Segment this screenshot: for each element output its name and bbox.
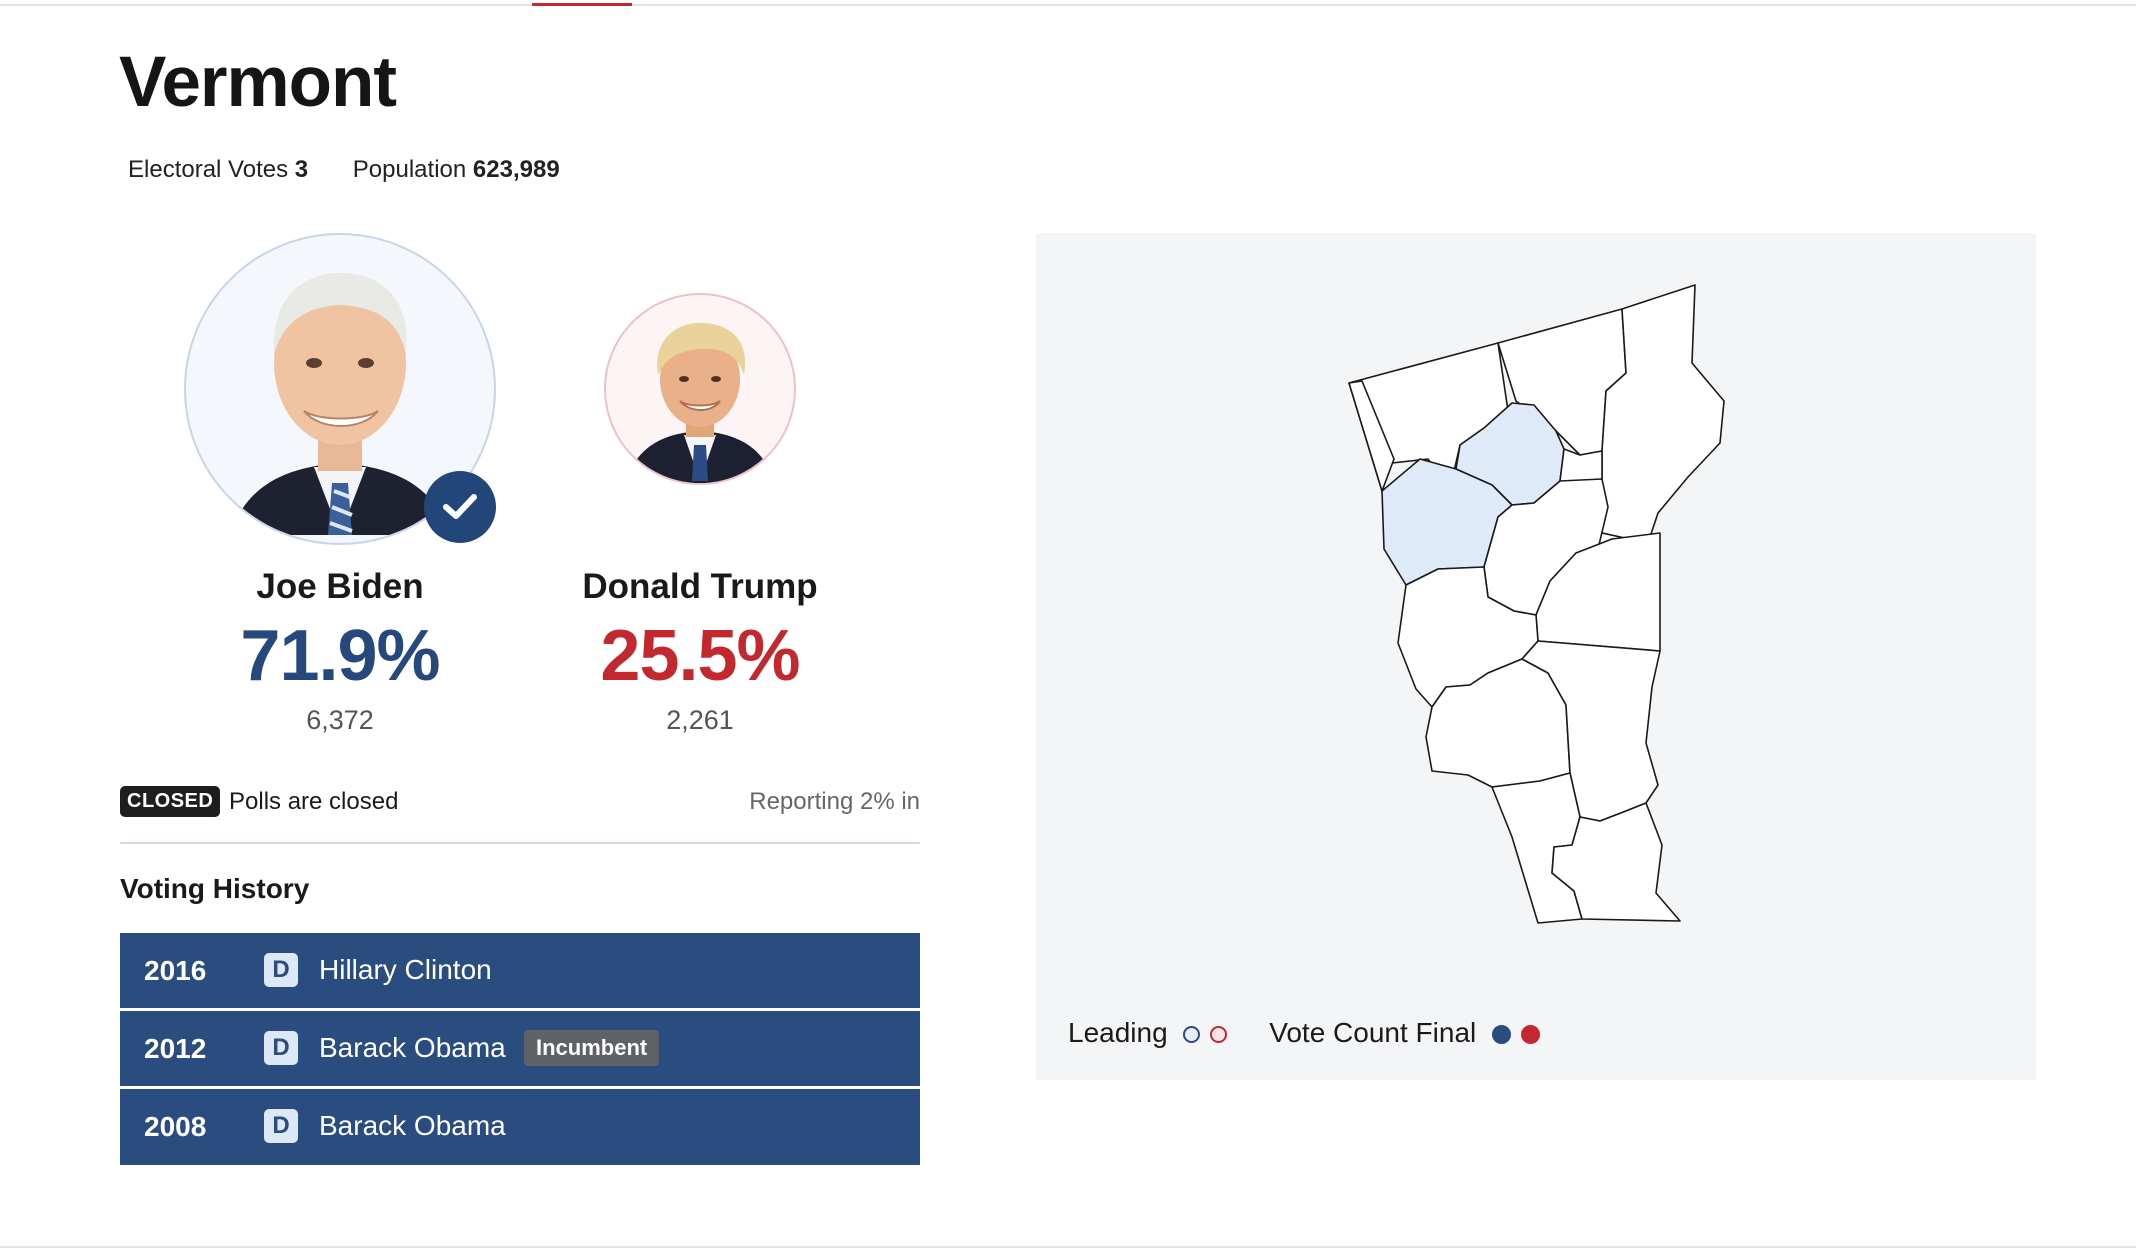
section-divider [120, 842, 920, 844]
candidate-votes: 2,261 [666, 705, 734, 735]
leading-rep-dot-icon [1210, 1025, 1228, 1043]
party-badge: D [264, 1031, 298, 1065]
legend-leading: Leading [1068, 1016, 1228, 1049]
history-year: 2008 [144, 1111, 207, 1142]
incumbent-badge: Incumbent [524, 1030, 660, 1066]
county-map-panel: Leading Vote Count Final [1036, 233, 2036, 1080]
final-rep-dot-icon [1521, 1024, 1541, 1044]
history-row[interactable]: 2012 D Barack Obama Incumbent [120, 1011, 920, 1089]
candidate-trump[interactable]: Donald Trump 25.5% 2,261 [558, 233, 842, 735]
history-year: 2012 [144, 1033, 207, 1064]
candidate-votes: 6,372 [306, 705, 374, 735]
county-essex[interactable] [1601, 284, 1725, 546]
biden-portrait [184, 233, 496, 545]
history-candidate: Hillary Clinton [319, 954, 492, 985]
history-year: 2016 [144, 955, 207, 986]
party-badge: D [264, 1109, 298, 1143]
polls-status-text: Polls are closed [229, 788, 399, 815]
population-value: 623,989 [472, 156, 560, 183]
vermont-county-map [1348, 284, 1725, 924]
population-label: Population [352, 156, 467, 183]
party-badge: D [264, 953, 298, 987]
candidate-name: Donald Trump [582, 567, 818, 606]
trump-portrait-wrap [558, 293, 842, 485]
top-rule [0, 4, 2136, 6]
final-dem-dot-icon [1492, 1024, 1512, 1044]
trump-portrait-art [626, 322, 774, 483]
candidate-name: Joe Biden [256, 567, 424, 606]
electoral-votes-value: 3 [294, 156, 309, 183]
closed-badge: CLOSED [120, 786, 221, 817]
history-row[interactable]: 2008 D Barack Obama [120, 1089, 920, 1165]
active-tab-indicator [532, 3, 632, 6]
history-row[interactable]: 2016 D Hillary Clinton [120, 933, 920, 1011]
electoral-votes: Electoral Votes 3 [128, 156, 308, 184]
legend-leading-label: Leading [1068, 1016, 1168, 1048]
leading-dem-dot-icon [1183, 1025, 1201, 1043]
county-grand-isle[interactable] [1348, 380, 1395, 492]
poll-status-row: CLOSED Polls are closed Reporting 2% in [120, 784, 920, 820]
bottom-rule [0, 1246, 2136, 1248]
electoral-votes-label: Electoral Votes [128, 156, 289, 183]
biden-portrait-art [230, 273, 450, 535]
legend-final: Vote Count Final [1269, 1016, 1541, 1049]
map-legend: Leading Vote Count Final [1068, 1015, 1574, 1049]
legend-final-label: Vote Count Final [1269, 1016, 1477, 1048]
voting-history-title: Voting History [120, 873, 310, 904]
county-windham[interactable] [1551, 802, 1681, 922]
check-icon [443, 494, 477, 519]
candidate-percent: 25.5% [600, 616, 800, 696]
voting-history-table: 2016 D Hillary Clinton 2012 D Barack Oba… [120, 933, 920, 1165]
state-meta: Electoral Votes 3 Population 623,989 [128, 156, 598, 184]
candidate-biden[interactable]: Joe Biden 71.9% 6,372 [182, 233, 498, 735]
biden-portrait-wrap [182, 233, 498, 545]
reporting-percent: Reporting 2% in [749, 788, 920, 815]
trump-portrait [604, 293, 796, 485]
history-candidate: Barack Obama [319, 1110, 506, 1141]
candidate-percent: 71.9% [240, 616, 440, 696]
state-title: Vermont [119, 43, 397, 122]
population: Population 623,989 [353, 156, 560, 184]
history-candidate: Barack Obama [319, 1032, 506, 1063]
winner-check-icon [424, 471, 496, 543]
